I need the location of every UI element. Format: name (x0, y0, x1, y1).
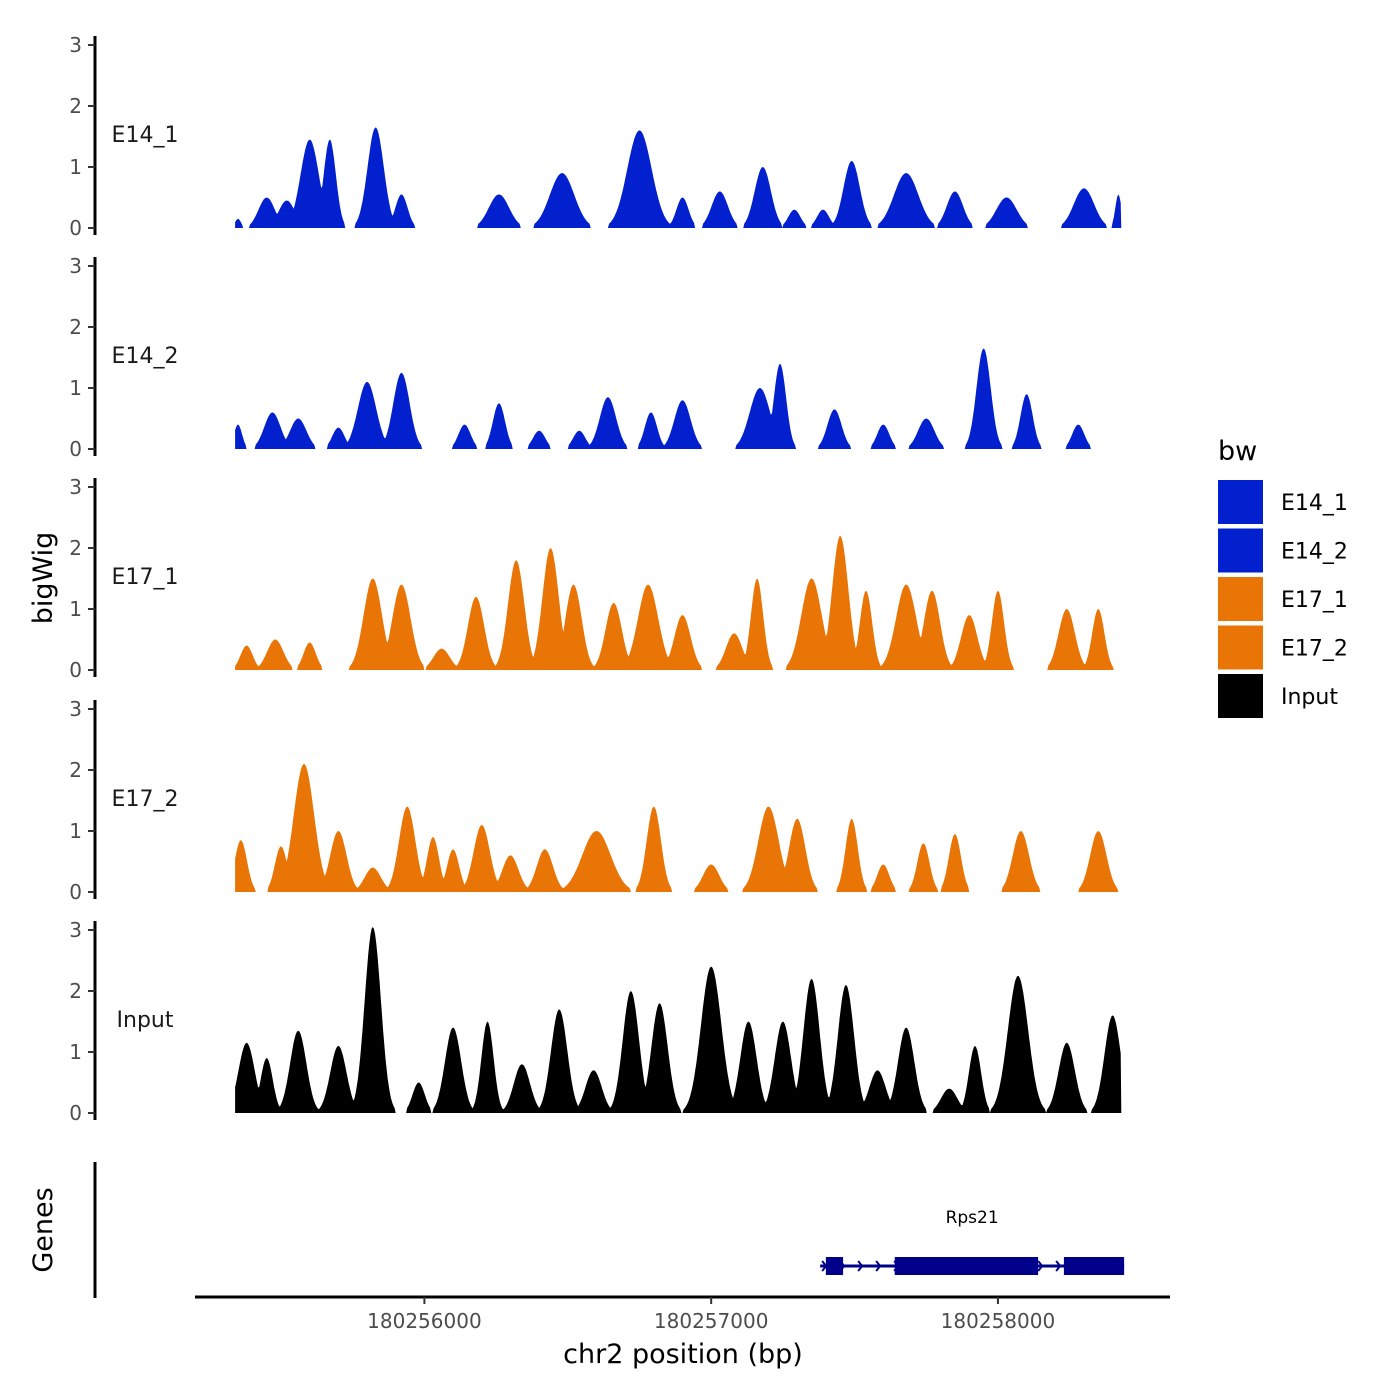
y-tick-label: 3 (69, 33, 82, 57)
legend-swatch-E17_2 (1218, 625, 1263, 670)
legend-label: Input (1281, 685, 1338, 710)
track-label: Input (117, 1008, 174, 1033)
legend-swatch-Input (1218, 674, 1263, 718)
signal-area-E17_1 (235, 536, 1122, 670)
legend-label: E14_2 (1281, 540, 1348, 565)
track-E17_2: 0 1 2 3 E17_2 (69, 697, 1122, 904)
x-tick-label: 180258000 (941, 1309, 1056, 1333)
track-E14_1: 0 1 2 3 E14_1 (69, 33, 1122, 240)
y-tick-label: 2 (69, 94, 82, 118)
y-tick-label: 1 (69, 1040, 82, 1064)
legend-swatch-E17_1 (1218, 577, 1263, 621)
y-tick-label: 2 (69, 536, 82, 560)
track-Input: 0 1 2 3 Input (69, 918, 1122, 1125)
signal-area-E14_1 (235, 127, 1122, 228)
strand-arrow-icon (1037, 1260, 1044, 1272)
x-tick-label: 180257000 (654, 1309, 769, 1333)
track-label: E14_1 (112, 123, 179, 148)
track-label: E14_2 (112, 344, 179, 369)
signal-area-Input (235, 927, 1122, 1113)
track-E17_1: 0 1 2 3 E17_1 (69, 475, 1122, 682)
legend-swatch-E14_1 (1218, 480, 1263, 524)
gene-exon (825, 1257, 844, 1275)
strand-arrow-icon (875, 1260, 882, 1272)
genes-panel: Rps21 (93, 1162, 1125, 1298)
legend: bw E14_1 E14_2 E17_1 E17_2 Input (1218, 436, 1348, 718)
x-axis-title: chr2 position (bp) (563, 1339, 803, 1370)
y-tick-label: 0 (69, 880, 82, 904)
y-tick-label: 2 (69, 979, 82, 1003)
tracks-group: 0 1 2 3 E14_1 0 1 2 3 E14_2 0 1 2 3 E17_1 0 1 2 3 E17_2 0 1 2 3… (69, 33, 1122, 1125)
legend-label: E14_1 (1281, 491, 1348, 516)
x-tick-label: 180256000 (367, 1309, 482, 1333)
y-tick-label: 1 (69, 819, 82, 843)
gene-exon (1063, 1257, 1125, 1275)
legend-label: E17_1 (1281, 588, 1348, 613)
strand-arrow-icon (1055, 1260, 1062, 1272)
y-tick-label: 3 (69, 697, 82, 721)
y-tick-label: 2 (69, 758, 82, 782)
y-tick-label: 1 (69, 597, 82, 621)
y-axis-title: bigWig (28, 532, 59, 625)
legend-label: E17_2 (1281, 637, 1348, 662)
track-label: E17_1 (112, 565, 179, 590)
legend-swatch-E14_2 (1218, 528, 1263, 573)
signal-area-E17_2 (235, 763, 1122, 892)
gene-name-label: Rps21 (946, 1208, 999, 1228)
signal-area-E14_2 (235, 348, 1122, 449)
track-label: E17_2 (112, 787, 179, 812)
strand-arrow-icon (857, 1260, 864, 1272)
y-tick-label: 1 (69, 376, 82, 400)
y-tick-label: 0 (69, 437, 82, 461)
genes-panel-title: Genes (28, 1187, 59, 1272)
y-tick-label: 2 (69, 315, 82, 339)
y-tick-label: 3 (69, 918, 82, 942)
x-axis: 180256000 180257000 180258000 (195, 1295, 1170, 1333)
y-tick-label: 0 (69, 658, 82, 682)
gene-exon (894, 1257, 1039, 1275)
y-tick-label: 0 (69, 216, 82, 240)
legend-title: bw (1218, 436, 1257, 467)
y-tick-label: 1 (69, 155, 82, 179)
y-tick-label: 3 (69, 475, 82, 499)
y-tick-label: 3 (69, 254, 82, 278)
track-E14_2: 0 1 2 3 E14_2 (69, 254, 1122, 461)
y-tick-label: 0 (69, 1101, 82, 1125)
gene-Rps21: Rps21 (820, 1208, 1125, 1275)
